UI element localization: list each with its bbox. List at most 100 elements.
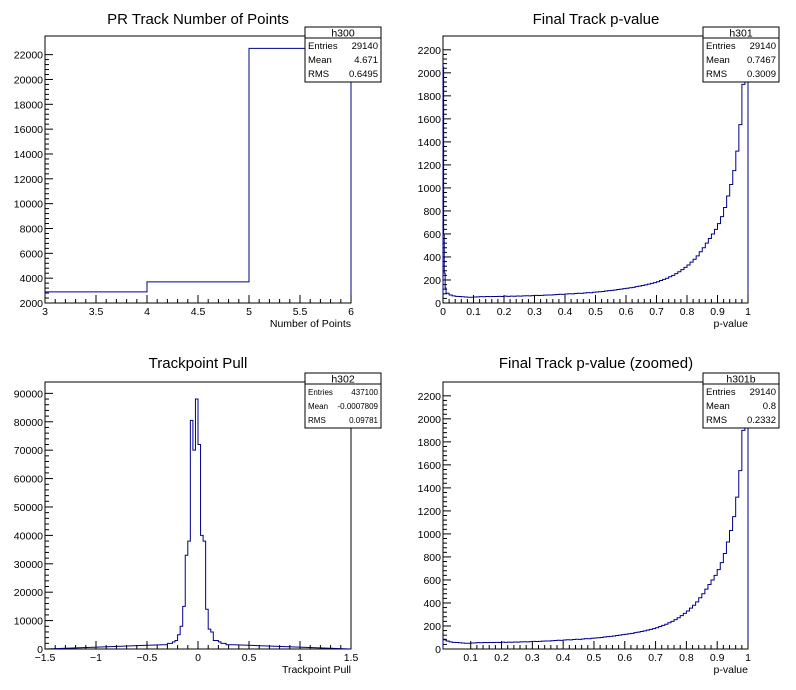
x-tick-label: 0.1 — [466, 306, 481, 318]
stats-label: Entries — [706, 387, 736, 398]
x-tick-label: 0 — [440, 306, 446, 318]
stats-value: 0.2332 — [747, 415, 776, 426]
y-tick-label: 10000 — [14, 616, 43, 628]
stats-box-frame — [702, 26, 780, 83]
x-axis-label: p-value — [714, 664, 749, 676]
stats-label: Entries — [308, 41, 338, 52]
y-tick-label: 90000 — [14, 388, 43, 400]
y-tick-label: 16000 — [14, 124, 43, 136]
y-tick-label: 0 — [435, 644, 441, 656]
x-tick-label: 0.8 — [679, 652, 694, 664]
stats-label: RMS — [308, 69, 329, 80]
y-tick-label: 20000 — [14, 587, 43, 599]
stats-value: 4.671 — [354, 55, 378, 66]
y-tick-label: 80000 — [14, 417, 43, 429]
y-tick-label: 1200 — [418, 506, 442, 518]
x-tick-label: 0.7 — [649, 306, 664, 318]
y-tick-label: 600 — [423, 229, 441, 241]
stats-box-frame — [304, 372, 382, 429]
stats-label: Mean — [706, 401, 730, 412]
x-tick-label: 0.2 — [497, 306, 512, 318]
x-tick-label: 0.3 — [527, 306, 542, 318]
y-tick-label: 1800 — [418, 91, 442, 103]
x-tick-label: 0.4 — [556, 652, 571, 664]
stats-box-name: h300 — [331, 28, 355, 40]
chart-title: PR Track Number of Points — [107, 11, 289, 28]
stats-box-frame — [702, 372, 780, 429]
y-tick-label: 1600 — [418, 460, 442, 472]
stats-value: 0.7467 — [747, 55, 776, 66]
x-tick-label: 0.6 — [619, 306, 634, 318]
x-tick-label: −1.5 — [35, 652, 56, 664]
stats-value: 0.3009 — [747, 69, 776, 80]
stats-box-name: h301 — [729, 28, 753, 40]
y-tick-label: 40000 — [14, 530, 43, 542]
chart-title: Final Track p-value (zoomed) — [499, 355, 693, 372]
x-tick-label: 0.6 — [617, 652, 632, 664]
x-tick-label: 0.4 — [558, 306, 573, 318]
histogram-series — [44, 398, 352, 650]
y-tick-label: 30000 — [14, 559, 43, 571]
stats-label: RMS — [706, 69, 727, 80]
y-tick-label: 22000 — [14, 50, 43, 62]
x-tick-label: −1 — [90, 652, 102, 664]
y-tick-label: 10000 — [14, 199, 43, 211]
x-tick-label: 0.5 — [588, 306, 603, 318]
y-tick-label: 0 — [435, 298, 441, 310]
chart-panel-4: Final Track p-value (zoomed) 0 200 400 600 80… — [418, 355, 780, 676]
x-tick-label: 5 — [246, 306, 252, 318]
plot-frame — [442, 35, 749, 304]
stats-label: RMS — [706, 415, 727, 426]
stats-label: RMS — [308, 416, 326, 425]
y-tick-label: 200 — [423, 275, 441, 287]
y-tick-label: 1400 — [418, 137, 442, 149]
histogram-series — [442, 66, 749, 303]
x-tick-label: 0.2 — [494, 652, 509, 664]
chart-panel-2: Final Track p-value020040060080010001200… — [418, 11, 780, 330]
x-tick-label: 4.5 — [191, 306, 206, 318]
x-tick-label: 1.5 — [344, 652, 359, 664]
x-tick-label: 0 — [195, 652, 201, 664]
stats-value: 0.6495 — [349, 69, 378, 80]
x-tick-label: 1 — [745, 652, 751, 664]
stats-label: Mean — [706, 55, 730, 66]
stats-value: -0.0007809 — [338, 402, 379, 411]
y-tick-label: 2200 — [418, 391, 442, 403]
y-tick-label: 60000 — [14, 474, 43, 486]
stats-value: 0.8 — [763, 401, 776, 412]
y-tick-label: 1400 — [418, 483, 442, 495]
y-tick-label: 600 — [423, 575, 441, 587]
y-tick-label: 0 — [37, 644, 43, 656]
y-tick-label: 6000 — [20, 248, 44, 260]
stats-label: Mean — [308, 402, 328, 411]
stats-box: h302 Entries 437100 Mean -0.0007809 RMS 0.0978… — [304, 372, 382, 429]
x-tick-label: 0.5 — [587, 652, 602, 664]
y-tick-label: 2000 — [418, 68, 442, 80]
stats-value: 437100 — [351, 388, 378, 397]
y-tick-label: 8000 — [20, 223, 44, 235]
stats-label: Entries — [706, 41, 736, 52]
y-tick-label: 200 — [423, 621, 441, 633]
x-tick-label: 0.1 — [463, 652, 478, 664]
x-tick-label: 0.9 — [710, 652, 725, 664]
stats-value: 0.09781 — [349, 416, 378, 425]
y-tick-label: 20000 — [14, 74, 43, 86]
y-tick-label: 400 — [423, 598, 441, 610]
y-tick-label: 1000 — [418, 183, 442, 195]
y-tick-label: 2200 — [418, 45, 442, 57]
histogram-series — [44, 47, 352, 303]
x-tick-label: 4 — [144, 306, 150, 318]
stats-box-frame — [304, 26, 382, 83]
stats-value: 29140 — [750, 387, 776, 398]
x-tick-label: 6 — [348, 306, 354, 318]
x-tick-label: 5.5 — [293, 306, 308, 318]
histogram-series — [442, 420, 749, 649]
x-axis-label: Trackpoint Pull — [282, 664, 351, 676]
x-axis-label: p-value — [714, 318, 749, 330]
y-tick-label: 70000 — [14, 445, 43, 457]
y-tick-label: 2000 — [418, 414, 442, 426]
y-tick-label: 14000 — [14, 149, 43, 161]
